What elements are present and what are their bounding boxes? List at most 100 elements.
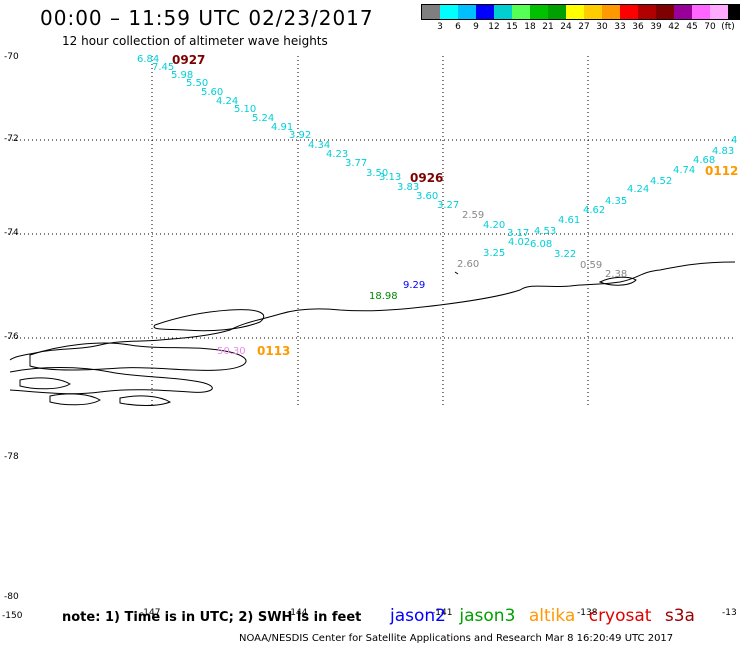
wave-height-label: 4.20 bbox=[483, 220, 505, 231]
color-scale-label: 36 bbox=[632, 22, 644, 32]
y-axis-label: -72 bbox=[4, 134, 19, 144]
x-axis-label: -147 bbox=[140, 608, 161, 618]
color-scale-label: 21 bbox=[542, 22, 554, 32]
color-scale-label: 33 bbox=[614, 22, 626, 32]
wave-label-gray: 2.59 bbox=[462, 210, 484, 221]
wave-height-label: 4.68 bbox=[693, 155, 715, 166]
satellite-legend: jason2 jason3 altika cryosat s3a bbox=[390, 606, 703, 626]
wave-height-label: 4.34 bbox=[308, 140, 330, 151]
grid bbox=[8, 56, 735, 408]
color-scale-label: 6 bbox=[455, 22, 461, 32]
wave-height-label: 5.10 bbox=[234, 104, 256, 115]
wave-labels-track-0112: 4.20 3.253.174.02 4.53 6.08 4.61 3.22 4.624.35… bbox=[483, 135, 737, 260]
wave-height-label: 4.23 bbox=[326, 149, 348, 160]
wave-height-label: 4.61 bbox=[558, 215, 580, 226]
wave-height-label: 4.91 bbox=[271, 122, 293, 133]
color-scale-labels: 3 6 9 12 15 18 21 24 27 30 33 36 39 42 45 70 (ft) bbox=[421, 20, 740, 32]
wave-height-label: 4.02 bbox=[508, 237, 530, 248]
color-scale-label: 45 bbox=[686, 22, 698, 32]
color-scale-swatch bbox=[638, 5, 656, 19]
pass-label-0926: 0926 bbox=[410, 171, 443, 185]
wave-height-label: 3.50 bbox=[366, 168, 388, 179]
wave-label-pink: 50.30 bbox=[217, 346, 246, 357]
color-scale-swatch bbox=[674, 5, 692, 19]
color-scale-swatch bbox=[692, 5, 710, 19]
wave-label-gray: 2.60 bbox=[457, 259, 479, 270]
x-axis-label: -144 bbox=[287, 608, 308, 618]
wave-label-green: 18.98 bbox=[369, 291, 398, 302]
color-scale-boxes bbox=[421, 4, 740, 20]
color-scale-label: 3 bbox=[437, 22, 443, 32]
y-axis-label: -76 bbox=[4, 332, 19, 342]
wave-height-label: 4.53 bbox=[534, 226, 556, 237]
pass-label-0113: 0113 bbox=[257, 344, 290, 358]
x-axis-label: -138 bbox=[577, 608, 598, 618]
wave-height-label: 3.60 bbox=[416, 191, 438, 202]
wave-height-label: 3.27 bbox=[437, 200, 459, 211]
y-axis-label: -78 bbox=[4, 452, 19, 462]
wave-height-label: 3.22 bbox=[554, 249, 576, 260]
wave-height-label: 3.17 bbox=[507, 228, 529, 239]
legend-jason2: jason2 bbox=[390, 606, 446, 626]
color-scale-swatch bbox=[566, 5, 584, 19]
y-axis-label: -70 bbox=[4, 52, 19, 62]
color-scale-swatch bbox=[710, 5, 728, 19]
y-axis-label: -74 bbox=[4, 228, 19, 238]
wave-height-label: 5.50 bbox=[186, 78, 208, 89]
pass-label-0927: 0927 bbox=[172, 53, 205, 67]
footer-note: note: 1) Time is in UTC; 2) SWH is in fe… bbox=[62, 610, 362, 625]
color-scale-swatch bbox=[440, 5, 458, 19]
color-scale-swatch bbox=[728, 5, 740, 19]
wave-height-label: 4.35 bbox=[605, 196, 627, 207]
wave-height-label: 3.25 bbox=[483, 248, 505, 259]
wave-height-label: 3.83 bbox=[397, 182, 419, 193]
color-scale-swatch bbox=[584, 5, 602, 19]
color-scale-label: 70 bbox=[704, 22, 716, 32]
color-scale-swatch bbox=[476, 5, 494, 19]
y-axis-label: -80 bbox=[4, 592, 19, 602]
color-scale-swatch bbox=[548, 5, 566, 19]
x-axis-label: -13 bbox=[722, 608, 737, 618]
wave-height-label: 4.24 bbox=[627, 184, 649, 195]
color-scale-label: 18 bbox=[524, 22, 536, 32]
pass-label-0112: 0112 bbox=[705, 164, 738, 178]
color-scale-swatch bbox=[530, 5, 548, 19]
color-scale-label: 30 bbox=[596, 22, 608, 32]
color-scale-swatch bbox=[656, 5, 674, 19]
x-axis-label: -150 bbox=[2, 611, 23, 621]
wave-height-label: 5.98 bbox=[171, 70, 193, 81]
legend-s3a: s3a bbox=[664, 606, 695, 626]
x-axis-label: -141 bbox=[432, 608, 453, 618]
wave-height-label: 3.13 bbox=[379, 172, 401, 183]
color-scale-swatch bbox=[602, 5, 620, 19]
wave-height-label: 6.84 bbox=[137, 54, 159, 65]
legend-jason3: jason3 bbox=[459, 606, 516, 626]
color-scale-label: 15 bbox=[506, 22, 518, 32]
wave-height-label: 4.52 bbox=[650, 176, 672, 187]
wave-height-label: 5.60 bbox=[201, 87, 223, 98]
color-scale-label: 24 bbox=[560, 22, 572, 32]
color-scale-label: 39 bbox=[650, 22, 662, 32]
color-scale-label: 27 bbox=[578, 22, 590, 32]
color-scale-label: 12 bbox=[488, 22, 500, 32]
wave-label-gray: 0.59 bbox=[580, 260, 602, 271]
wave-label-blue: 9.29 bbox=[403, 280, 425, 291]
wave-height-label: 4.83 bbox=[712, 146, 734, 157]
wave-height-label: 4.74 bbox=[673, 165, 695, 176]
color-scale: 3 6 9 12 15 18 21 24 27 30 33 36 39 42 45 70 (ft) bbox=[421, 4, 740, 32]
wave-height-label: 3.77 bbox=[345, 158, 367, 169]
legend-altika: altika bbox=[528, 606, 576, 626]
color-scale-swatch bbox=[620, 5, 638, 19]
color-scale-label: 42 bbox=[668, 22, 680, 32]
footer-credit: NOAA/NESDIS Center for Satellite Applica… bbox=[239, 633, 674, 644]
wave-height-label: 4 bbox=[731, 135, 737, 146]
wave-label-gray: 2.38 bbox=[605, 269, 627, 280]
wave-height-label: 3.92 bbox=[289, 130, 311, 141]
wave-height-label: 6.08 bbox=[530, 239, 552, 250]
color-scale-label: 9 bbox=[473, 22, 479, 32]
wave-height-label: 4.24 bbox=[216, 96, 238, 107]
wave-height-label: 7.45 bbox=[152, 62, 174, 73]
color-scale-swatch bbox=[512, 5, 530, 19]
wave-height-label: 4.62 bbox=[583, 205, 605, 216]
